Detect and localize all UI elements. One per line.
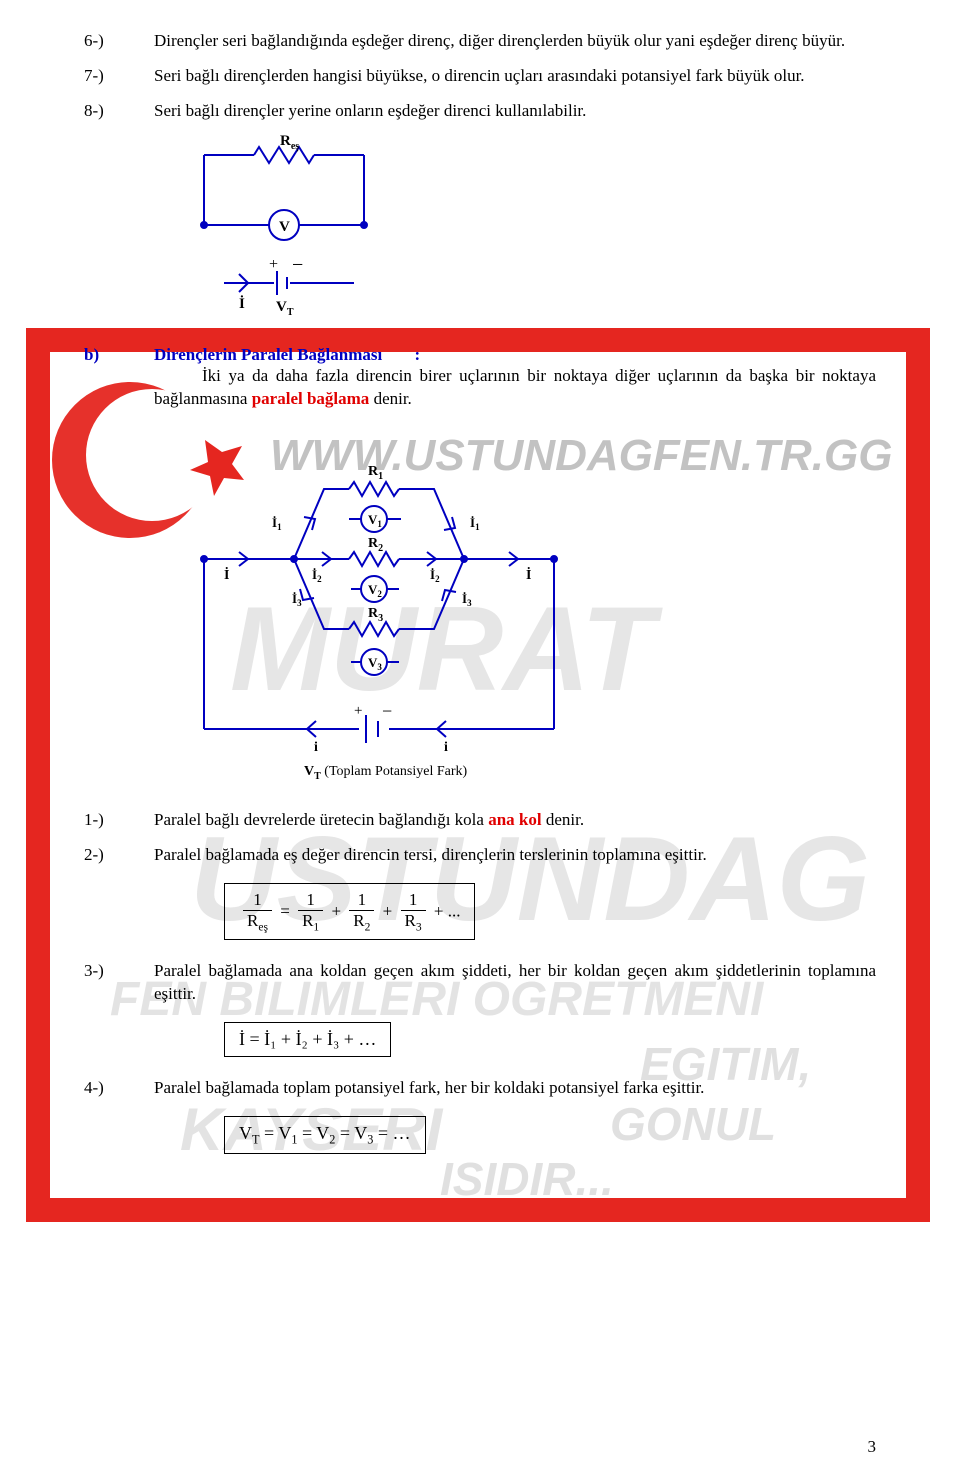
list-item-2: 2-) Paralel bağlamada eş değer direncin …	[84, 844, 876, 867]
section-b-colon: :	[414, 345, 420, 364]
ana-kol-term: ana kol	[488, 810, 541, 829]
list-4-num: 4-)	[84, 1077, 154, 1100]
list-4-text: Paralel bağlamada toplam potansiyel fark…	[154, 1077, 876, 1100]
current-sum-formula: İ = İ₁ + İ₂ + İ₃ + …	[224, 1022, 391, 1057]
svg-text:İ: İ	[224, 566, 229, 583]
item-6-text: Dirençler seri bağlandığında eşdeğer dir…	[154, 30, 876, 53]
section-b-body: İki ya da daha fazla direncin birer uçla…	[154, 365, 876, 411]
list-item-3: 3-) Paralel bağlamada ana koldan geçen a…	[84, 960, 876, 1006]
svg-text:İ: İ	[239, 295, 245, 312]
list-item-1: 1-) Paralel bağlı devrelerde üretecin ba…	[84, 809, 876, 832]
svg-text:İ2: İ2	[430, 567, 440, 584]
section-b-title: Dirençlerin Paralel Bağlanması	[154, 345, 382, 364]
svg-text:İ: İ	[526, 566, 531, 583]
svg-text:+: +	[354, 703, 362, 719]
list-2-num: 2-)	[84, 844, 154, 867]
parallel-circuit-diagram: R1 R2 R3 V1 V2 V3 İ İ İ1 İ1 İ2 İ2 İ3 İ3 …	[154, 419, 876, 799]
item-6: 6-) Dirençler seri bağlandığında eşdeğer…	[84, 30, 876, 53]
svg-text:i: i	[444, 740, 448, 755]
item-7-num: 7-)	[84, 65, 154, 88]
page-number: 3	[868, 1437, 877, 1457]
svg-text:R1: R1	[368, 464, 383, 482]
svg-text:VT: VT	[276, 299, 294, 318]
item-8-num: 8-)	[84, 100, 154, 123]
svg-text:i: i	[314, 740, 318, 755]
list-3-text: Paralel bağlamada ana koldan geçen akım …	[154, 960, 876, 1006]
list-2-text: Paralel bağlamada eş değer direncin ters…	[154, 844, 876, 867]
item-7: 7-) Seri bağlı dirençlerden hangisi büyü…	[84, 65, 876, 88]
svg-text:−: −	[382, 701, 392, 721]
series-equivalent-diagram: Reş V + − İ VT	[184, 135, 876, 335]
svg-text:İ1: İ1	[470, 515, 480, 532]
list-1-num: 1-)	[84, 809, 154, 832]
svg-text:V: V	[279, 219, 290, 235]
section-b-body-post: denir.	[369, 389, 412, 408]
parallel-resistance-formula: 1Reş = 1R1 + 1R2 + 1R3 + ...	[224, 883, 475, 940]
list-3-num: 3-)	[84, 960, 154, 1006]
item-6-num: 6-)	[84, 30, 154, 53]
svg-text:İ1: İ1	[272, 515, 282, 532]
svg-text:Reş: Reş	[280, 135, 299, 152]
svg-text:VT (Toplam Potansiyel Fark): VT (Toplam Potansiyel Fark)	[304, 764, 468, 782]
voltage-equal-formula: VT = V1 = V2 = V3 = …	[224, 1116, 426, 1155]
svg-text:İ3: İ3	[462, 591, 472, 608]
parallel-term: paralel bağlama	[252, 389, 370, 408]
svg-text:−: −	[292, 254, 303, 276]
list-1-text: Paralel bağlı devrelerde üretecin bağlan…	[154, 809, 876, 832]
svg-text:İ2: İ2	[312, 567, 322, 584]
svg-text:+: +	[269, 256, 278, 273]
item-8-text: Seri bağlı dirençler yerine onların eşde…	[154, 100, 876, 123]
list-item-4: 4-) Paralel bağlamada toplam potansiyel …	[84, 1077, 876, 1100]
item-7-text: Seri bağlı dirençlerden hangisi büyükse,…	[154, 65, 876, 88]
section-b-letter: b)	[84, 345, 154, 365]
item-8: 8-) Seri bağlı dirençler yerine onların …	[84, 100, 876, 123]
section-b-heading: b) Dirençlerin Paralel Bağlanması :	[84, 345, 876, 365]
